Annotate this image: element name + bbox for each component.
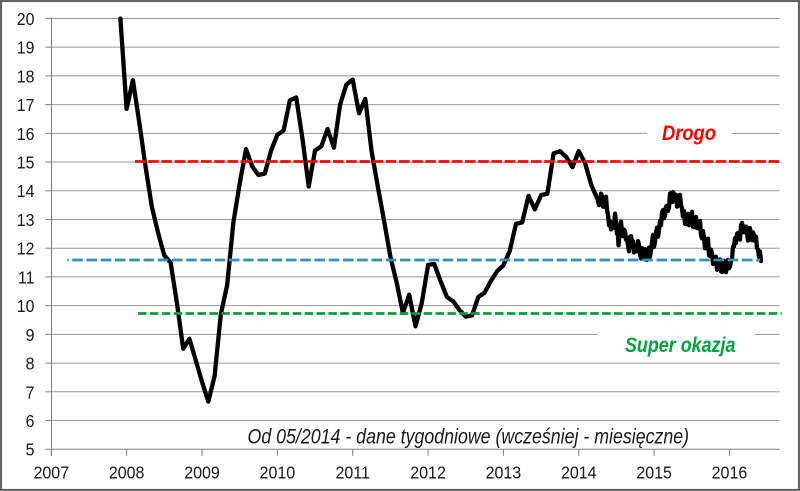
svg-text:20: 20 bbox=[17, 9, 35, 29]
svg-text:14: 14 bbox=[17, 181, 35, 201]
svg-text:8: 8 bbox=[26, 354, 35, 374]
svg-text:Drogo: Drogo bbox=[662, 122, 716, 145]
svg-text:13: 13 bbox=[17, 210, 35, 230]
svg-text:2015: 2015 bbox=[636, 462, 672, 482]
svg-text:2012: 2012 bbox=[410, 462, 446, 482]
svg-text:17: 17 bbox=[17, 95, 35, 115]
svg-text:5: 5 bbox=[26, 440, 35, 460]
svg-text:10: 10 bbox=[17, 296, 35, 316]
svg-text:2014: 2014 bbox=[561, 462, 597, 482]
svg-text:Super okazja: Super okazja bbox=[625, 334, 736, 358]
svg-text:2008: 2008 bbox=[109, 462, 145, 482]
svg-text:2010: 2010 bbox=[260, 462, 296, 482]
svg-text:7: 7 bbox=[26, 382, 35, 402]
svg-text:19: 19 bbox=[17, 38, 35, 58]
svg-text:9: 9 bbox=[26, 325, 35, 345]
svg-text:2007: 2007 bbox=[34, 462, 70, 482]
svg-text:11: 11 bbox=[18, 267, 35, 287]
svg-text:2009: 2009 bbox=[184, 462, 220, 482]
svg-text:2011: 2011 bbox=[335, 462, 369, 482]
svg-text:Od 05/2014 - dane tygodniowe (: Od 05/2014 - dane tygodniowe (wcześniej … bbox=[248, 425, 690, 449]
svg-text:2013: 2013 bbox=[486, 462, 522, 482]
svg-text:12: 12 bbox=[17, 239, 35, 259]
svg-text:2016: 2016 bbox=[712, 462, 748, 482]
svg-text:16: 16 bbox=[17, 124, 35, 144]
svg-text:18: 18 bbox=[17, 66, 35, 86]
svg-text:6: 6 bbox=[26, 411, 35, 431]
svg-text:15: 15 bbox=[17, 153, 35, 173]
